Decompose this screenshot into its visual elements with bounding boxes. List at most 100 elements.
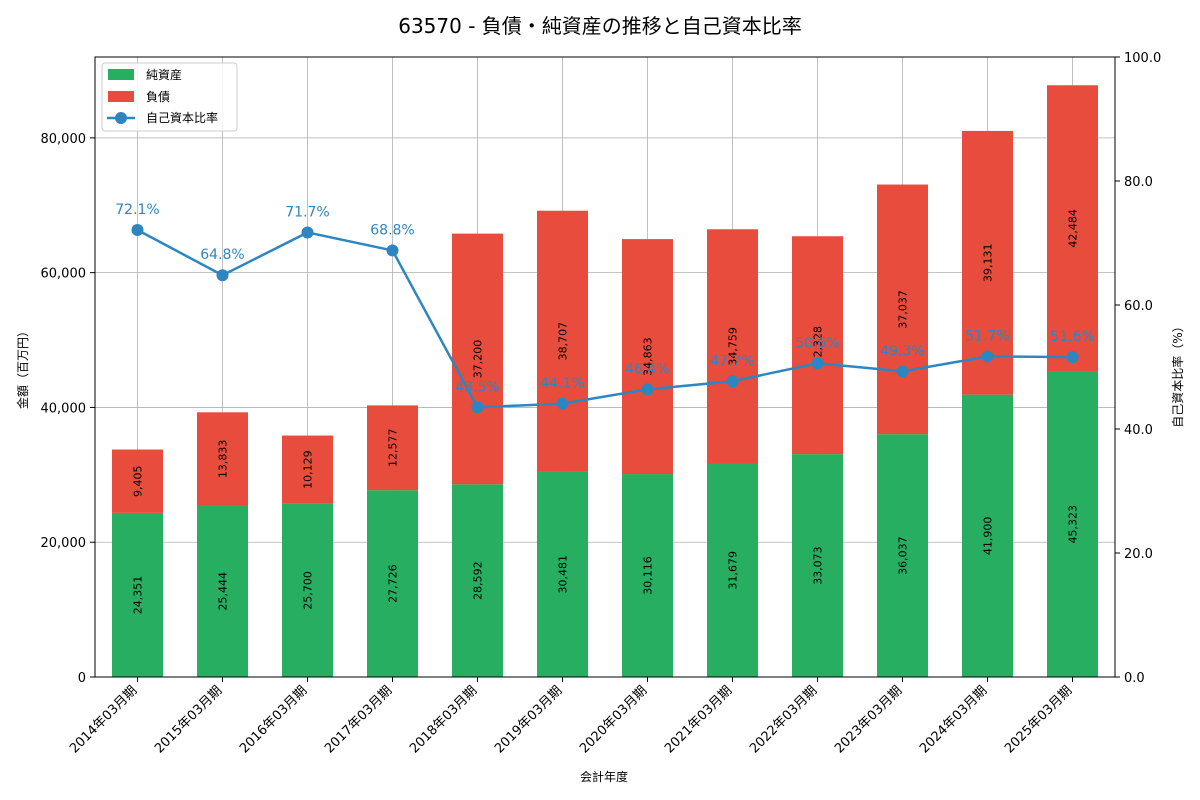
- bar-label-liabilities: 38,707: [557, 322, 570, 361]
- ratio-label: 46.4%: [625, 361, 669, 377]
- y2-tick-label: 80.0: [1124, 175, 1153, 190]
- y-tick-label: 60,000: [41, 267, 87, 282]
- y-tick-label: 20,000: [41, 536, 87, 551]
- ratio-point: [131, 223, 144, 236]
- bar-liabilities: [452, 233, 503, 485]
- y2-tick-label: 60.0: [1124, 299, 1153, 314]
- ratio-label: 49.3%: [880, 343, 924, 359]
- bar-label-equity: 25,700: [302, 571, 315, 610]
- chart-title: 63570 - 負債・純資産の推移と自己資本比率: [398, 14, 802, 38]
- bar-equity: [367, 490, 418, 677]
- bar-label-equity: 30,481: [557, 555, 570, 594]
- bar-label-equity: 33,073: [812, 546, 825, 585]
- bar-liabilities: [282, 435, 333, 504]
- x-tick-label: 2023年03月期: [832, 683, 905, 756]
- ratio-label: 51.7%: [965, 328, 1009, 344]
- bar-label-liabilities: 32,328: [812, 326, 825, 365]
- bar-label-liabilities: 13,833: [217, 440, 230, 479]
- bar-equity: [962, 394, 1013, 677]
- bar-equity: [282, 503, 333, 677]
- bar-label-equity: 31,679: [727, 551, 740, 590]
- x-tick-label: 2015年03月期: [152, 683, 225, 756]
- y-axis-label: 金額（百万円）: [15, 325, 30, 409]
- ratio-point: [981, 350, 994, 363]
- bar-label-equity: 24,351: [132, 576, 145, 615]
- bar-label-liabilities: 37,200: [472, 340, 485, 379]
- bar-equity: [707, 463, 758, 677]
- ratio-point: [386, 244, 399, 257]
- plot-frame: [94, 56, 1116, 678]
- bar-label-equity: 45,323: [1067, 505, 1080, 544]
- bar-liabilities: [367, 405, 418, 491]
- bar-label-equity: 27,726: [387, 564, 400, 603]
- ratio-point: [301, 226, 314, 239]
- y2-tick-label: 40.0: [1124, 423, 1153, 438]
- bar-label-equity: 30,116: [642, 556, 655, 595]
- bar-label-liabilities: 42,484: [1067, 209, 1080, 248]
- bar-equity: [877, 434, 928, 677]
- x-tick-label: 2014年03月期: [67, 683, 140, 756]
- ratio-label: 71.7%: [285, 204, 329, 220]
- ratio-label: 68.8%: [370, 222, 414, 238]
- x-tick-label: 2025年03月期: [1002, 683, 1075, 756]
- bar-label-equity: 28,592: [472, 561, 485, 600]
- ratio-point: [726, 375, 739, 388]
- bar-label-liabilities: 37,037: [897, 290, 910, 329]
- legend-label-ratio: 自己資本比率: [146, 110, 218, 125]
- legend-box: [101, 62, 238, 132]
- y2-tick-label: 20.0: [1124, 547, 1153, 562]
- y2-tick-label: 100.0: [1124, 51, 1161, 66]
- ratio-point: [641, 383, 654, 396]
- bar-liabilities: [622, 239, 673, 475]
- legend-swatch-ratio-marker: [115, 112, 127, 124]
- bar-label-equity: 41,900: [982, 517, 995, 556]
- legend-label-liabilities: 負債: [146, 89, 170, 104]
- ratio-label: 51.6%: [1050, 329, 1094, 345]
- bar-label-liabilities: 39,131: [982, 244, 995, 283]
- bar-liabilities: [707, 229, 758, 464]
- x-tick-label: 2024年03月期: [917, 683, 990, 756]
- ratio-point: [216, 269, 229, 282]
- bar-equity: [1047, 371, 1098, 677]
- legend-swatch-equity: [108, 69, 134, 80]
- bar-label-equity: 25,444: [217, 572, 230, 611]
- ratio-point: [556, 397, 569, 410]
- bar-equity: [622, 474, 673, 677]
- ratio-label: 44.1%: [540, 376, 584, 392]
- ratio-point: [471, 401, 484, 414]
- legend-label-equity: 純資産: [146, 67, 182, 82]
- bar-liabilities: [1047, 85, 1098, 372]
- bar-label-liabilities: 9,405: [132, 465, 145, 497]
- x-tick-label: 2018年03月期: [407, 683, 480, 756]
- bar-liabilities: [197, 412, 248, 506]
- y2-tick-label: 0.0: [1124, 671, 1145, 686]
- ratio-label: 50.6%: [795, 335, 839, 351]
- bar-liabilities: [792, 236, 843, 455]
- y2-axis-label: 自己資本比率（%）: [1170, 320, 1185, 427]
- bar-label-liabilities: 34,863: [642, 337, 655, 376]
- x-tick-label: 2019年03月期: [492, 683, 565, 756]
- x-tick-label: 2020年03月期: [577, 683, 650, 756]
- x-tick-label: 2017年03月期: [322, 683, 395, 756]
- y-tick-label: 80,000: [41, 132, 87, 147]
- bar-equity: [537, 471, 588, 677]
- bar-equity: [792, 454, 843, 677]
- ratio-label: 43.5%: [455, 379, 499, 395]
- ratio-label: 72.1%: [115, 202, 159, 218]
- bar-liabilities: [112, 449, 163, 513]
- ratio-point: [1066, 351, 1079, 364]
- ratio-point: [811, 357, 824, 370]
- ratio-label: 47.7%: [710, 353, 754, 369]
- bar-label-equity: 36,037: [897, 536, 910, 575]
- bar-equity: [452, 484, 503, 677]
- x-tick-label: 2016年03月期: [237, 683, 310, 756]
- x-tick-label: 2021年03月期: [662, 683, 735, 756]
- y-tick-label: 0: [78, 671, 86, 686]
- ratio-label: 64.8%: [200, 247, 244, 263]
- bar-equity: [197, 505, 248, 677]
- bar-label-liabilities: 10,129: [302, 450, 315, 489]
- x-axis-label: 会計年度: [580, 769, 628, 784]
- legend-swatch-liabilities: [108, 91, 134, 102]
